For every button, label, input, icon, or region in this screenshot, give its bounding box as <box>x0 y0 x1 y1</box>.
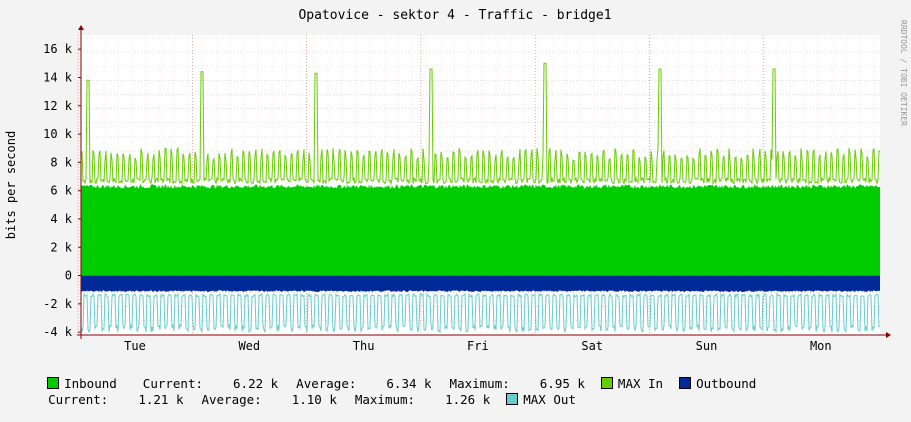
max-out-swatch <box>506 393 519 405</box>
rrd-graph: Opatovice - sektor 4 - Traffic - bridge1… <box>4 8 908 407</box>
series-inbound-area <box>81 184 880 276</box>
y-tick-label: 6 k <box>50 184 72 198</box>
x-tick-label: Fri <box>467 339 489 353</box>
legend-in-average-value: 6.34 k <box>386 376 432 391</box>
legend-in-current-label: Current: <box>142 376 204 391</box>
y-tick-label: 16 k <box>43 42 73 56</box>
x-ticks: Tue Wed Thu Fri Sat Sun Mon <box>124 339 831 353</box>
y-tick-label: -4 k <box>43 325 73 339</box>
legend-outbound-label: Outbound <box>696 376 757 391</box>
y-tick-label: -2 k <box>43 297 73 311</box>
y-tick-label: 8 k <box>50 155 72 169</box>
x-tick-label: Tue <box>124 339 146 353</box>
rrdtool-watermark: RRDTOOL / TOBI OETIKER <box>899 20 908 126</box>
y-tick-label: 2 k <box>50 240 72 254</box>
x-tick-label: Sat <box>581 339 603 353</box>
max-in-swatch <box>600 377 613 389</box>
series-outbound-area <box>81 275 880 292</box>
legend-in-average-label: Average: <box>296 376 357 391</box>
legend-inbound-label: Inbound <box>64 376 117 391</box>
axes <box>77 25 891 339</box>
y-tick-label: 12 k <box>43 99 73 113</box>
inbound-swatch <box>47 377 60 389</box>
x-axis-arrow <box>886 332 891 338</box>
traffic-chart: Opatovice - sektor 4 - Traffic - bridge1… <box>4 8 908 353</box>
legend-row-1: Inbound Current: 6.22 k Average: 6.34 k Maxim… <box>0 361 756 406</box>
outbound-swatch <box>679 377 692 389</box>
series-group <box>80 62 881 334</box>
chart-title: Opatovice - sektor 4 - Traffic - bridge1 <box>298 8 611 23</box>
x-tick-label: Sun <box>696 339 718 353</box>
y-ticks: 16 k 14 k 12 k 10 k 8 k 6 k 4 k 2 k 0 -2 k -4 k <box>43 42 81 339</box>
series-max-out-line <box>80 292 881 334</box>
legend-in-maximum-value: 6.95 k <box>539 376 585 391</box>
y-tick-label: 0 <box>65 269 72 283</box>
x-tick-label: Mon <box>810 339 832 353</box>
legend-in-current-value: 6.22 k <box>233 376 279 391</box>
series-max-in-line <box>80 62 881 186</box>
legend-in-maximum-label: Maximum: <box>449 376 510 391</box>
x-tick-label: Wed <box>238 339 260 353</box>
legend-max-in-label: MAX In <box>617 376 664 391</box>
y-axis-arrow <box>78 25 84 30</box>
y-tick-label: 10 k <box>43 127 73 141</box>
y-tick-label: 4 k <box>50 212 72 226</box>
y-axis-label: bits per second <box>4 131 18 239</box>
y-tick-label: 14 k <box>43 70 73 84</box>
x-tick-label: Thu <box>353 339 375 353</box>
